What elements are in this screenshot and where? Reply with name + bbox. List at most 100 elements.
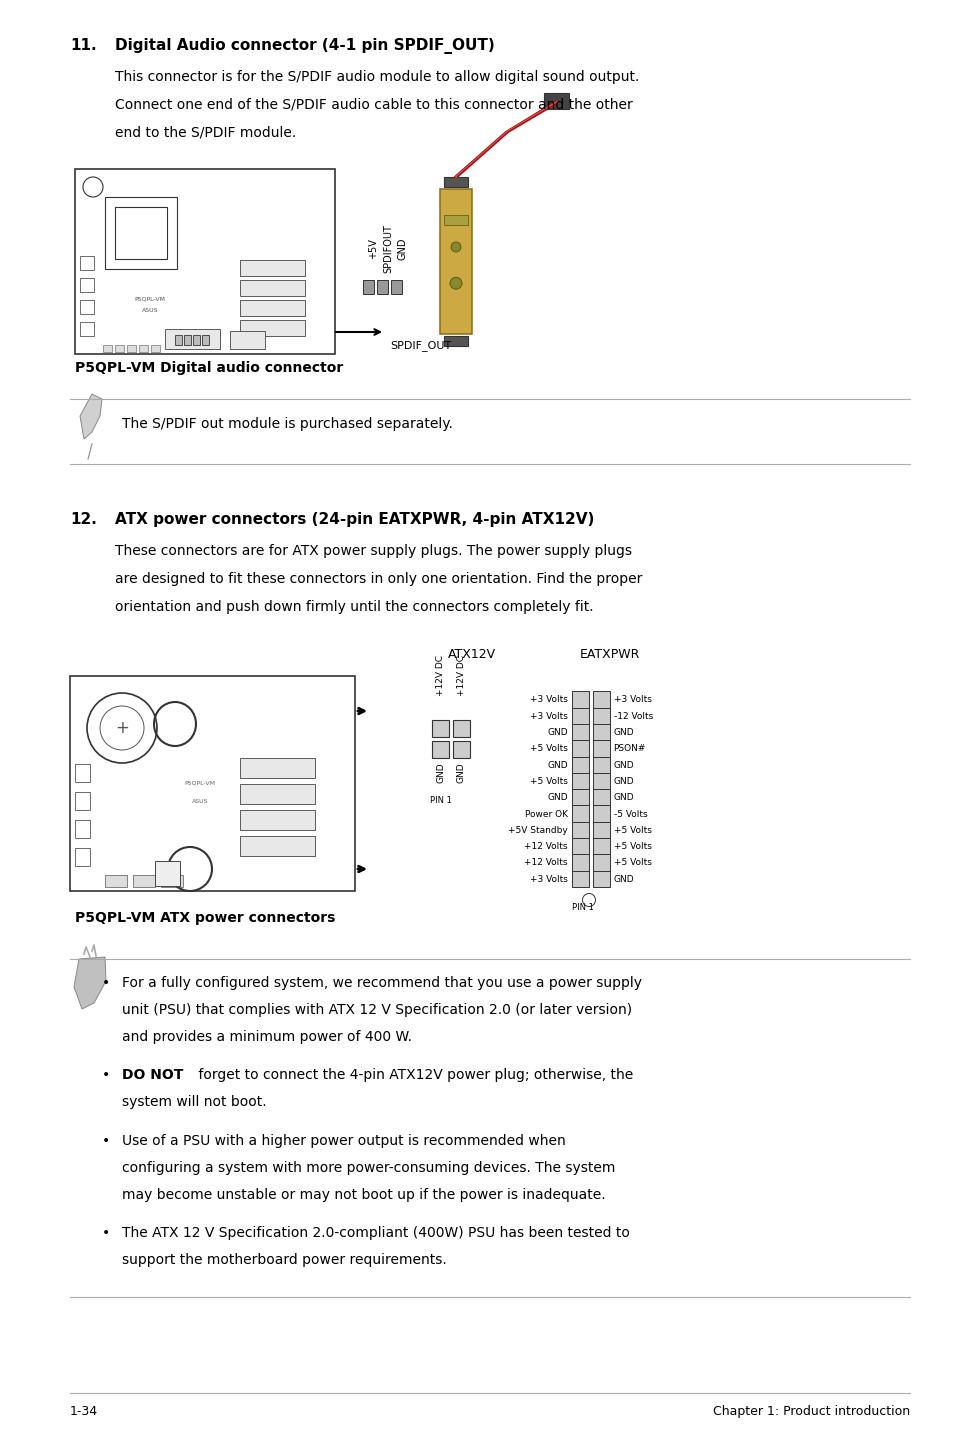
Text: PIN 1: PIN 1: [430, 797, 452, 805]
Text: forget to connect the 4-pin ATX12V power plug; otherwise, the: forget to connect the 4-pin ATX12V power…: [193, 1068, 633, 1083]
Bar: [443, 177, 468, 187]
Text: GND: GND: [613, 728, 634, 738]
Bar: [443, 216, 468, 226]
Bar: [432, 741, 449, 758]
Bar: [443, 336, 468, 347]
Text: +5 Volts: +5 Volts: [530, 745, 567, 754]
Bar: [572, 707, 588, 723]
Text: The ATX 12 V Specification 2.0-compliant (400W) PSU has been tested to: The ATX 12 V Specification 2.0-compliant…: [122, 1227, 629, 1241]
Bar: [75, 764, 90, 782]
Text: ASUS: ASUS: [192, 800, 208, 804]
Bar: [132, 874, 154, 887]
Text: P5QPL-VM Digital audio connector: P5QPL-VM Digital audio connector: [75, 361, 343, 375]
Text: Digital Audio connector (4-1 pin SPDIF_OUT): Digital Audio connector (4-1 pin SPDIF_O…: [115, 37, 495, 55]
Bar: [105, 874, 127, 887]
Bar: [80, 322, 94, 336]
Bar: [139, 345, 148, 352]
Text: -5 Volts: -5 Volts: [613, 810, 646, 818]
Bar: [240, 758, 314, 778]
Text: GND: GND: [547, 794, 567, 802]
Text: +5 Volts: +5 Volts: [613, 843, 651, 851]
Text: +12V DC: +12V DC: [456, 654, 465, 696]
Text: configuring a system with more power-consuming devices. The system: configuring a system with more power-con…: [122, 1160, 615, 1175]
Text: GND: GND: [436, 762, 444, 782]
Text: Connect one end of the S/PDIF audio cable to this connector and the other: Connect one end of the S/PDIF audio cabl…: [115, 98, 632, 112]
Bar: [240, 260, 305, 276]
Text: support the motherboard power requirements.: support the motherboard power requiremen…: [122, 1252, 446, 1267]
Bar: [80, 256, 94, 270]
Bar: [80, 301, 94, 313]
Bar: [75, 820, 90, 838]
Bar: [75, 848, 90, 866]
Circle shape: [87, 693, 157, 764]
Bar: [592, 870, 609, 887]
Text: •: •: [102, 976, 111, 989]
Text: GND: GND: [547, 761, 567, 769]
Text: GND: GND: [397, 237, 408, 260]
Bar: [80, 278, 94, 292]
Bar: [391, 280, 401, 293]
Text: orientation and push down firmly until the connectors completely fit.: orientation and push down firmly until t…: [115, 600, 593, 614]
Text: GND: GND: [613, 777, 634, 787]
Text: 11.: 11.: [70, 37, 96, 53]
Bar: [572, 870, 588, 887]
Text: For a fully configured system, we recommend that you use a power supply: For a fully configured system, we recomm…: [122, 976, 641, 989]
Bar: [70, 676, 355, 892]
Bar: [452, 741, 469, 758]
Bar: [363, 280, 374, 293]
Text: +12V DC: +12V DC: [436, 654, 444, 696]
Text: Power OK: Power OK: [524, 810, 567, 818]
Text: +: +: [115, 719, 129, 738]
Polygon shape: [80, 394, 102, 439]
Bar: [154, 861, 180, 886]
Bar: [592, 690, 609, 707]
Bar: [572, 756, 588, 772]
Text: +5V: +5V: [368, 239, 377, 259]
Bar: [592, 837, 609, 854]
Text: Chapter 1: Product introduction: Chapter 1: Product introduction: [712, 1405, 909, 1418]
Bar: [230, 331, 265, 349]
Text: •: •: [102, 1227, 111, 1241]
Text: GND: GND: [613, 761, 634, 769]
Text: SPDIFOUT: SPDIFOUT: [382, 224, 393, 273]
Text: and provides a minimum power of 400 W.: and provides a minimum power of 400 W.: [122, 1030, 412, 1044]
Text: GND: GND: [456, 762, 465, 782]
Text: ATX12V: ATX12V: [448, 649, 496, 661]
Text: -12 Volts: -12 Volts: [613, 712, 652, 720]
Text: SPDIF_OUT: SPDIF_OUT: [390, 339, 451, 351]
Text: system will not boot.: system will not boot.: [122, 1096, 266, 1109]
Text: +5 Volts: +5 Volts: [613, 858, 651, 867]
Text: +3 Volts: +3 Volts: [530, 874, 567, 884]
Text: GND: GND: [613, 794, 634, 802]
Text: PSON#: PSON#: [613, 745, 645, 754]
Circle shape: [451, 242, 460, 252]
Text: •: •: [102, 1068, 111, 1083]
Text: •: •: [102, 1135, 111, 1148]
Text: +5 Volts: +5 Volts: [530, 777, 567, 787]
Bar: [572, 805, 588, 821]
Text: +12 Volts: +12 Volts: [524, 858, 567, 867]
Bar: [592, 707, 609, 723]
Bar: [592, 772, 609, 789]
Polygon shape: [74, 958, 106, 1009]
Text: This connector is for the S/PDIF audio module to allow digital sound output.: This connector is for the S/PDIF audio m…: [115, 70, 639, 83]
Text: These connectors are for ATX power supply plugs. The power supply plugs: These connectors are for ATX power suppl…: [115, 544, 631, 558]
Text: unit (PSU) that complies with ATX 12 V Specification 2.0 (or later version): unit (PSU) that complies with ATX 12 V S…: [122, 1002, 632, 1017]
Bar: [193, 335, 200, 345]
Bar: [240, 321, 305, 336]
Text: 1-34: 1-34: [70, 1405, 98, 1418]
Bar: [592, 854, 609, 870]
Bar: [572, 821, 588, 838]
Bar: [572, 837, 588, 854]
Bar: [105, 197, 177, 269]
Text: P5QPL-VM: P5QPL-VM: [184, 781, 215, 787]
Text: +12 Volts: +12 Volts: [524, 843, 567, 851]
Text: Use of a PSU with a higher power output is recommended when: Use of a PSU with a higher power output …: [122, 1135, 565, 1148]
Text: +3 Volts: +3 Volts: [530, 712, 567, 720]
Circle shape: [450, 278, 461, 289]
Text: +3 Volts: +3 Volts: [530, 696, 567, 705]
Bar: [572, 739, 588, 756]
Bar: [115, 345, 124, 352]
Bar: [572, 723, 588, 741]
Bar: [376, 280, 388, 293]
